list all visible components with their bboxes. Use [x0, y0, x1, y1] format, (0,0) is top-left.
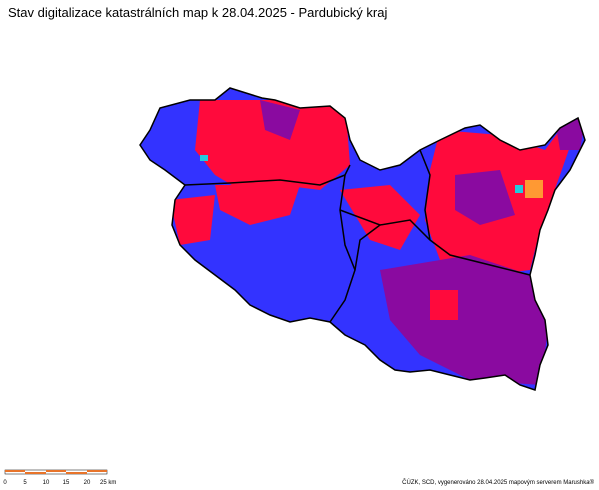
scale-segment: [5, 470, 25, 472]
scale-label: 25 km: [100, 480, 116, 486]
area-purple: [455, 170, 515, 225]
scale-label: 15: [63, 480, 70, 486]
attribution: ČÚZK, SCD, vygenerováno 28.04.2025 mapov…: [402, 479, 594, 486]
area-red: [430, 290, 458, 320]
scale-segment: [66, 472, 87, 474]
district-border: [354, 224, 381, 271]
area-red: [170, 195, 215, 245]
scale-label: 5: [23, 480, 27, 486]
scale-label: 0: [3, 480, 7, 486]
area-cyan: [200, 155, 208, 161]
region-border: [139, 87, 586, 391]
area-purple: [380, 255, 548, 385]
area-purple: [555, 120, 585, 150]
scale-label: 10: [43, 480, 50, 486]
area-red: [215, 185, 300, 225]
area-purple: [260, 100, 300, 140]
district-border: [329, 174, 356, 323]
area-cyan: [515, 185, 523, 193]
area-orange: [525, 180, 543, 198]
scale-segment: [46, 470, 66, 472]
district-border: [184, 164, 351, 186]
area-red: [340, 185, 420, 250]
scale-segment: [25, 472, 46, 474]
area-red: [195, 100, 350, 190]
scale-label: 20: [84, 480, 91, 486]
scale-segment: [87, 470, 107, 472]
district-borders: [139, 87, 586, 391]
district-border: [419, 149, 431, 241]
scale-bar: 0 5 10 15 20 25 km: [3, 469, 116, 486]
map-title: Stav digitalizace katastrálních map k 28…: [8, 5, 387, 20]
